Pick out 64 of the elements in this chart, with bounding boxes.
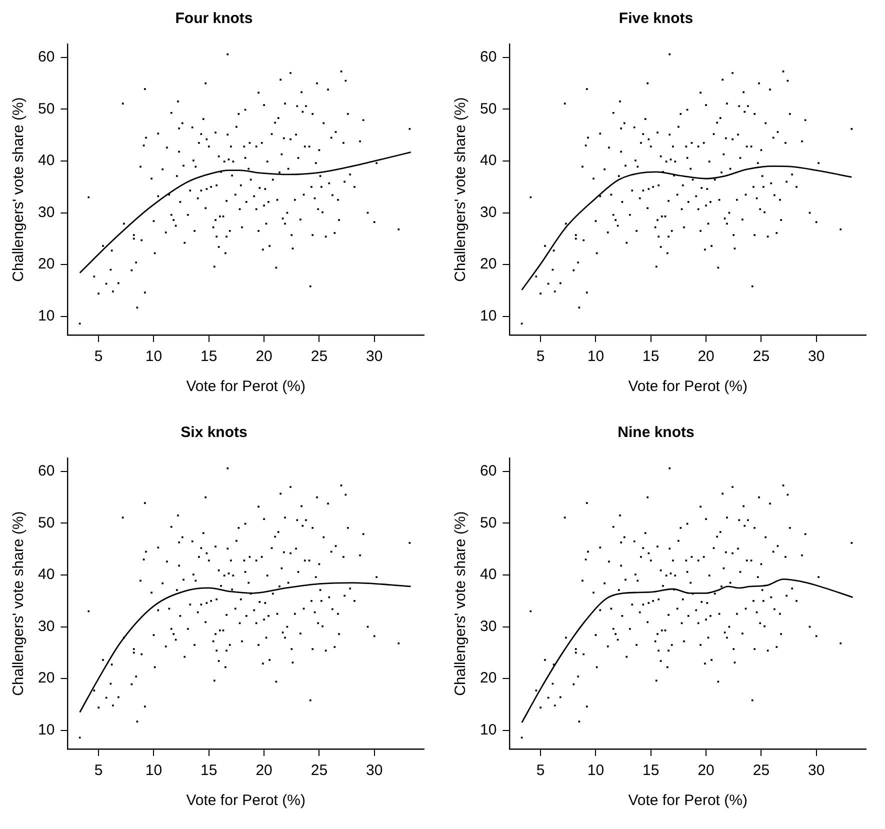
x-tick-label: 30 [366,762,383,780]
y-tick-label: 30 [480,204,497,221]
y-tick-label: 60 [480,48,497,66]
chart-title: Six knots [180,424,248,442]
x-axis-title: Vote for Perot (%) [186,378,306,396]
x-axis-title: Vote for Perot (%) [628,792,748,810]
y-tick-label: 10 [480,722,497,738]
y-tick-label: 40 [38,152,55,170]
x-tick-label: 15 [200,348,218,366]
x-tick-label: 10 [145,348,162,366]
x-axis-title: Vote for Perot (%) [628,378,748,396]
x-tick-label: 15 [200,762,218,780]
x-tick-label: 20 [256,762,272,780]
y-tick-label: 20 [38,670,55,687]
chart-title: Five knots [618,10,694,28]
x-tick-label: 30 [366,348,383,366]
x-tick-label: 25 [752,762,770,780]
x-tick-label: 5 [536,348,545,366]
y-tick-label: 20 [480,670,497,687]
x-tick-label: 15 [642,348,660,366]
x-axis-title: Vote for Perot (%) [186,792,306,810]
x-tick-label: 25 [310,348,328,366]
x-tick-label: 10 [587,762,604,780]
x-tick-label: 20 [698,348,714,366]
y-tick-label: 40 [480,566,497,584]
line-series [79,152,412,274]
y-tick-label: 20 [480,256,497,273]
x-tick-label: 20 [698,762,714,780]
x-tick-label: 15 [642,762,660,780]
line-series [521,166,852,291]
y-tick-label: 50 [480,100,497,118]
y-tick-label: 30 [38,618,55,635]
y-tick-label: 10 [38,722,55,738]
y-tick-label: 60 [480,462,497,480]
x-tick-label: 20 [256,348,272,366]
y-tick-label: 10 [38,308,55,324]
y-axis-title: Challengers' vote share (%) [10,511,28,696]
y-tick-label: 40 [480,152,497,170]
y-tick-label: 10 [480,308,497,324]
chart-title: Nine knots [618,424,694,442]
x-tick-label: 25 [310,762,328,780]
y-axis-title: Challengers' vote share (%) [452,511,470,696]
line-series [79,582,412,713]
x-tick-label: 30 [808,762,825,780]
x-tick-label: 10 [587,348,604,366]
chart-title: Four knots [175,10,253,28]
x-tick-label: 5 [536,762,545,780]
y-tick-label: 60 [38,48,55,66]
y-tick-label: 40 [38,566,55,584]
x-tick-label: 25 [752,348,770,366]
y-tick-label: 20 [38,256,55,273]
y-axis-title: Challengers' vote share (%) [10,97,28,282]
x-tick-label: 5 [94,348,103,366]
y-tick-label: 50 [38,514,55,532]
y-tick-label: 50 [480,514,497,532]
x-tick-label: 5 [94,762,103,780]
x-tick-label: 10 [145,762,162,780]
y-tick-label: 50 [38,100,55,118]
y-axis-title: Challengers' vote share (%) [452,97,470,282]
y-tick-label: 60 [38,462,55,480]
y-tick-label: 30 [38,204,55,221]
line-series [521,578,854,724]
x-tick-label: 30 [808,348,825,366]
y-tick-label: 30 [480,618,497,635]
